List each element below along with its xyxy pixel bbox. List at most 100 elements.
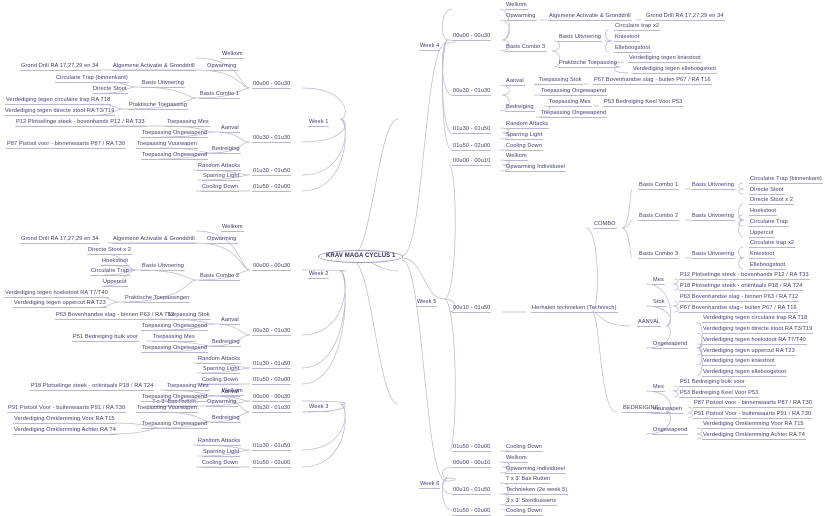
mindmap-node-slot2-w1[interactable]: 00u30 - 01u30 (252, 135, 292, 143)
mindmap-node-slot2-w2[interactable]: 00u30 - 01u30 (252, 328, 292, 336)
mindmap-node-directe-stoot-w1[interactable]: Directe Stoot (92, 86, 128, 94)
mindmap-node-p63-w2[interactable]: P63 Bovenhandse slag - binnen P63 / RA T… (55, 312, 176, 320)
mindmap-node-toepassing-vuurwapen-w1[interactable]: Toepassing Vuurwapen (136, 141, 198, 149)
mindmap-node-verd-elleboogstoot-w5[interactable]: Verdediging tegen elleboogstoot (702, 369, 788, 377)
mindmap-node-basis-combo-3-w4[interactable]: Basis Combo 3 (505, 44, 547, 52)
mindmap-node-basis-uitvoering-w4[interactable]: Basis Uitvoering (558, 34, 603, 42)
mindmap-node-p51-w2[interactable]: P51 Bedreiging buik voor (72, 334, 139, 342)
mindmap-node-aanval-w5[interactable]: AANVAL (637, 319, 662, 327)
mindmap-node-grond-drill-w2[interactable]: Grond Drill RA 17,27,29 en 34 (20, 236, 100, 244)
mindmap-node-week-3[interactable]: Week 3 (308, 404, 330, 412)
mindmap-node-toepassing-ongewapend-b-w1[interactable]: Toepassing Ongewapend (141, 152, 209, 160)
mindmap-node-praktische-toepassing-w1[interactable]: Praktische Toepassing (128, 102, 188, 110)
mindmap-node-ongewapend-aanval-w5[interactable]: Ongewapend (652, 341, 689, 349)
mindmap-node-toepassing-ongewapend-a-w2[interactable]: Toepassing Ongewapend (141, 323, 209, 331)
mindmap-node-opwarming-individueel-w5[interactable]: Opwarming Individueel (505, 164, 566, 172)
mindmap-node-random-attacks-w4[interactable]: Random Attacks (505, 121, 550, 129)
mindmap-node-aanval-w3[interactable]: Aanval (220, 389, 240, 397)
mindmap-node-p18-w5[interactable]: P18 Plotselinge steek - oriëntaals P18 /… (679, 283, 804, 291)
mindmap-node-praktische-toepassingen-w2[interactable]: Praktische Toepassingen (124, 295, 191, 303)
mindmap-node-verd-omklemming-voor-w5[interactable]: Verdediging Omklemming Voor RA T15 (702, 421, 805, 429)
mindmap-node-slot3-w5[interactable]: 01u50 - 02u00 (452, 444, 492, 452)
mindmap-node-sparring-light-w3[interactable]: Sparring Light (202, 449, 241, 457)
mindmap-node-cooling-down-w3[interactable]: Cooling Down (201, 460, 240, 468)
mindmap-node-directe-stoot-x2-w5[interactable]: Directe Stoot x 2 (749, 197, 795, 205)
mindmap-node-slot3-w6[interactable]: 01u50 - 02u00 (452, 508, 492, 516)
mindmap-node-cooling-down-w5[interactable]: Cooling Down (505, 444, 544, 452)
mindmap-node-welkom-w5[interactable]: Welkom (505, 153, 528, 161)
mindmap-node-p67-w5[interactable]: P67 Bovenhandse slag - buiten P67 / RA T… (679, 305, 798, 313)
mindmap-node-elleboogstoot-w4[interactable]: Elleboogstoot (614, 45, 652, 53)
mindmap-node-welkom-w6[interactable]: Welkom (505, 455, 528, 463)
mindmap-node-welkom-w3[interactable]: Welkom (221, 388, 244, 396)
mindmap-node-opwarming-w3[interactable]: Opwarming (206, 399, 238, 407)
mindmap-node-circulaire-trap-w5[interactable]: Circulaire Trap (749, 219, 789, 227)
mindmap-node-p63-w5[interactable]: P63 Bovenhandse slag - binnen P63 / RA T… (679, 294, 800, 302)
mindmap-node-p87-w1[interactable]: P87 Pistool voor - binnenwaarts P87 / RA… (6, 141, 127, 149)
mindmap-node-p87-w5[interactable]: P87 Pistool voor - binnenwaarts P87 / RA… (693, 400, 814, 408)
mindmap-node-cooling-down-w4[interactable]: Cooling Down (505, 143, 544, 151)
mindmap-node-opwarming-w1[interactable]: Opwarming (206, 63, 238, 71)
mindmap-node-vuurwapen-w5[interactable]: Vuurwapen (652, 406, 683, 414)
mindmap-node-verd-circ-trap-w5[interactable]: Verdediging tegen circulaire trap RA T18 (702, 315, 809, 323)
mindmap-node-circulaire-trap-binnen-w1[interactable]: Circulaire Trap (binnenkant) (55, 75, 129, 83)
mindmap-node-stootkussens-w6[interactable]: 3 x 3' Stootkussens (505, 498, 558, 506)
mindmap-node-verd-omklemming-achter-w3[interactable]: Verdediging Omklemming Achter RA T4 (13, 427, 117, 435)
mindmap-node-bedreiging-w2[interactable]: Bedreiging (211, 339, 241, 347)
root-node[interactable]: KRAV MAGA CYCLUS 1 (318, 250, 404, 263)
mindmap-node-basis-uitvoering-3-w5[interactable]: Basis Uitvoering (691, 251, 736, 259)
mindmap-node-slot2-w3[interactable]: 00u30 - 01u30 (252, 405, 292, 413)
mindmap-node-random-attacks-w3[interactable]: Random Attacks (197, 438, 242, 446)
mindmap-node-week-4[interactable]: Week 4 (419, 43, 441, 51)
mindmap-node-toepassing-ongewapend-b-w2[interactable]: Toepassing Ongewapend (141, 345, 209, 353)
mindmap-node-verd-circ-trap-w1[interactable]: Verdediging tegen circulaire trap RA T18 (5, 97, 112, 105)
mindmap-node-sparring-light-w2[interactable]: Sparring Light (202, 366, 241, 374)
mindmap-node-slot3-w1[interactable]: 01u30 - 01u50 (252, 168, 292, 176)
mindmap-node-p53-w4[interactable]: P53 Bedreiging Keel Voor P53 (603, 99, 684, 107)
mindmap-node-circulaire-trap-x2-w4[interactable]: Circulaire trap x2 (614, 23, 661, 31)
mindmap-node-elleboogstoot-w5[interactable]: Elleboogstoot (749, 262, 787, 270)
mindmap-node-toepassing-ongewapend-a-w4[interactable]: Toepassing Ongewapend (540, 88, 608, 96)
mindmap-node-toepassing-ongewapend-b-w4[interactable]: Toepassing Ongewapend (540, 110, 608, 118)
mindmap-node-hoekstoot-w5[interactable]: Hoekstoot (749, 208, 778, 216)
mindmap-node-random-attacks-w2[interactable]: Random Attacks (197, 356, 242, 364)
mindmap-node-opwarming-individueel-w6[interactable]: Opwarming Individueel (505, 466, 566, 474)
mindmap-node-uppercut-w5[interactable]: Uppercut (749, 230, 775, 238)
mindmap-node-toepassing-vuurwapen-w3[interactable]: Toepassing Vuurwapen (136, 405, 198, 413)
mindmap-node-verd-uppercut-w5[interactable]: Verdediging tegen uppercut RA T23 (702, 348, 796, 356)
mindmap-node-cooling-down-w6[interactable]: Cooling Down (505, 508, 544, 516)
mindmap-node-algemene-activatie-w2[interactable]: Algemene Activatie & Gronddrill (112, 236, 196, 244)
mindmap-node-mes-aanval-w5[interactable]: Mes (652, 277, 665, 285)
mindmap-node-basis-combo-1-w1[interactable]: Basis Combo 1 (199, 91, 241, 99)
mindmap-node-welkom-w4[interactable]: Welkom (505, 2, 528, 10)
mindmap-node-aanval-w1[interactable]: Aanval (220, 125, 240, 133)
mindmap-node-basis-uitvoering-2-w5[interactable]: Basis Uitvoering (691, 213, 736, 221)
mindmap-node-verd-elleboogstoot-w4[interactable]: Verdediging tegen elleboogstoot (632, 66, 718, 74)
mindmap-node-slot3-w3[interactable]: 01u30 - 01u50 (252, 443, 292, 451)
mindmap-node-slot1-w4[interactable]: 00u00 - 00u30 (452, 33, 492, 41)
mindmap-node-toepassing-ongewapend-a-w1[interactable]: Toepassing Ongewapend (141, 130, 209, 138)
mindmap-node-slot1-w6[interactable]: 00u00 - 00u10 (452, 460, 492, 468)
mindmap-node-basis-uitvoering-w1[interactable]: Basis Uitvoering (141, 80, 186, 88)
mindmap-node-week-6[interactable]: Week 6 (419, 481, 441, 489)
mindmap-node-cooling-down-w1[interactable]: Cooling Down (201, 184, 240, 192)
mindmap-node-basis-combo-2-w2[interactable]: Basis Combo 2 (199, 273, 241, 281)
mindmap-node-verd-kniestoot-w4[interactable]: Verdediging tegen kniestoot (628, 55, 702, 63)
mindmap-node-basis-uitvoering-1-w5[interactable]: Basis Uitvoering (691, 182, 736, 190)
mindmap-node-aanval-w2[interactable]: Aanval (220, 317, 240, 325)
mindmap-node-slot2-w4[interactable]: 00u30 - 01u30 (452, 88, 492, 96)
mindmap-node-hoekstoot-w2[interactable]: Hoekstoot (101, 258, 130, 266)
mindmap-node-cooling-down-w2[interactable]: Cooling Down (201, 377, 240, 385)
mindmap-node-sparring-light-w1[interactable]: Sparring Light (202, 173, 241, 181)
mindmap-node-verd-directe-stoot-w1[interactable]: Verdediging tegen directe stoot RA T3/T1… (4, 108, 116, 116)
mindmap-node-grond-drill-w1[interactable]: Grond Drill RA 17,27,29 en 34 (20, 63, 100, 71)
mindmap-node-slot1-w1[interactable]: 00u00 - 00u30 (252, 81, 292, 89)
mindmap-node-aanval-w4[interactable]: Aanval (505, 78, 525, 86)
mindmap-node-mes-bedreiging-w5[interactable]: Mes (652, 384, 665, 392)
mindmap-node-uppercut-w2[interactable]: Uppercut (102, 279, 128, 287)
mindmap-node-verd-kniestoot-w5[interactable]: Verdediging tegen kniestoot (702, 358, 776, 366)
mindmap-node-slot3-w2[interactable]: 01u30 - 01u50 (252, 361, 292, 369)
mindmap-node-welkom-w1[interactable]: Welkom (221, 51, 244, 59)
mindmap-node-verd-hoekstoot-w5[interactable]: Verdediging tegen hoekstoot RA T7/T40 (702, 337, 807, 345)
mindmap-node-verd-omklemming-voor-w3[interactable]: Verdediging Omklemming Voor RA T15 (13, 416, 116, 424)
